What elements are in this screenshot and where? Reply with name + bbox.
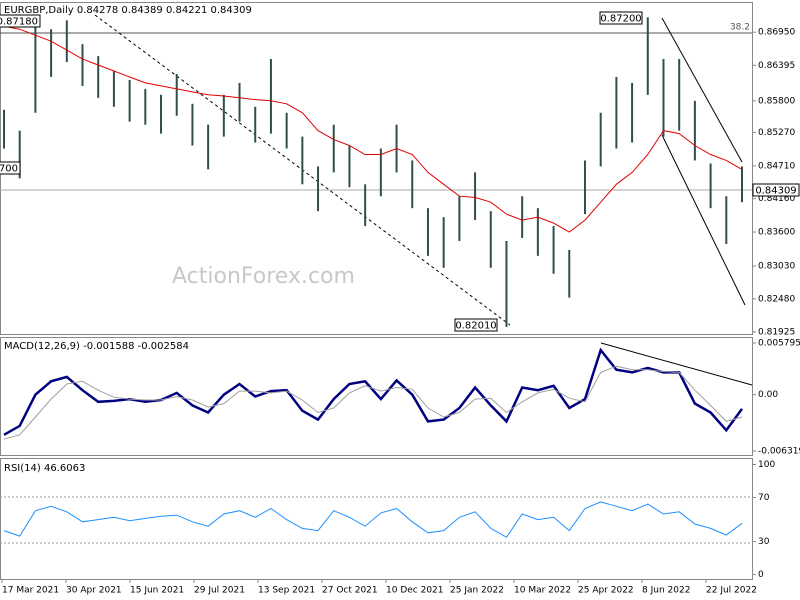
y-tick-label: 0.83030 [758, 262, 795, 272]
y-tick-label: 70 [758, 493, 770, 503]
channel-line [661, 17, 743, 163]
x-tick-label: 30 Apr 2021 [66, 586, 122, 596]
price-label-box [752, 183, 800, 197]
watermark: ActionForex.com [172, 264, 355, 289]
annotation: 0.84309 [755, 186, 796, 197]
series-line [3, 365, 743, 440]
y-tick-label: -0.006319 [758, 446, 800, 456]
x-tick-label: 29 Jul 2021 [194, 586, 245, 596]
y-tick-label: 0.005795 [758, 339, 800, 349]
y-tick-label: 0.85270 [758, 128, 795, 138]
label-box [0, 14, 41, 28]
x-tick-label: 22 Jul 2022 [706, 586, 757, 596]
y-tick-label: 0.82480 [758, 294, 795, 304]
x-tick-label: 15 Jun 2021 [130, 586, 184, 596]
x-tick-label: 10 Dec 2021 [386, 586, 444, 596]
annotation: 0.82010 [455, 321, 496, 332]
series-line [3, 25, 743, 233]
annotation: 38.2 [730, 23, 750, 33]
x-tick-label: 27 Oct 2021 [322, 586, 378, 596]
y-tick-label: 0.86395 [758, 61, 795, 71]
macd-trend-line [600, 342, 753, 386]
y-tick-label: 0.83600 [758, 228, 795, 238]
x-tick-label: 13 Sep 2021 [258, 586, 315, 596]
label-box [454, 318, 498, 332]
channel-line [661, 134, 746, 306]
y-tick-label: 100 [758, 460, 775, 470]
y-tick-label: 0.84710 [758, 161, 795, 171]
y-tick-label: 30 [758, 537, 770, 547]
x-tick-label: 17 Mar 2021 [2, 586, 59, 596]
label-box [0, 161, 21, 175]
y-tick-label: 0.00 [758, 390, 778, 400]
y-tick-label: 0 [758, 570, 764, 580]
annotation: 0.87200 [600, 14, 641, 25]
x-tick-label: 8 Jun 2022 [642, 586, 690, 596]
x-tick-label: 25 Apr 2022 [578, 586, 634, 596]
label-box [599, 11, 643, 25]
series-line [3, 347, 744, 436]
chart-title: EURGBP,Daily 0.84278 0.84389 0.84221 0.8… [4, 5, 252, 16]
y-tick-label: 0.81925 [758, 327, 795, 337]
y-tick-label: 0.85800 [758, 96, 795, 106]
rsi-panel [0, 458, 753, 580]
annotation: 0.84700 [0, 164, 18, 175]
macd-panel [0, 337, 753, 456]
rsi-title: RSI(14) 46.6063 [4, 463, 85, 474]
annotation: 0.87180 [0, 17, 38, 28]
series-line [3, 501, 743, 538]
x-tick-label: 10 Mar 2022 [514, 586, 571, 596]
y-tick-label: 0.84160 [758, 194, 795, 204]
macd-title: MACD(12,26,9) -0.001588 -0.002584 [4, 341, 189, 352]
x-tick-label: 25 Jan 2022 [450, 586, 504, 596]
y-tick-label: 0.86950 [758, 28, 795, 38]
